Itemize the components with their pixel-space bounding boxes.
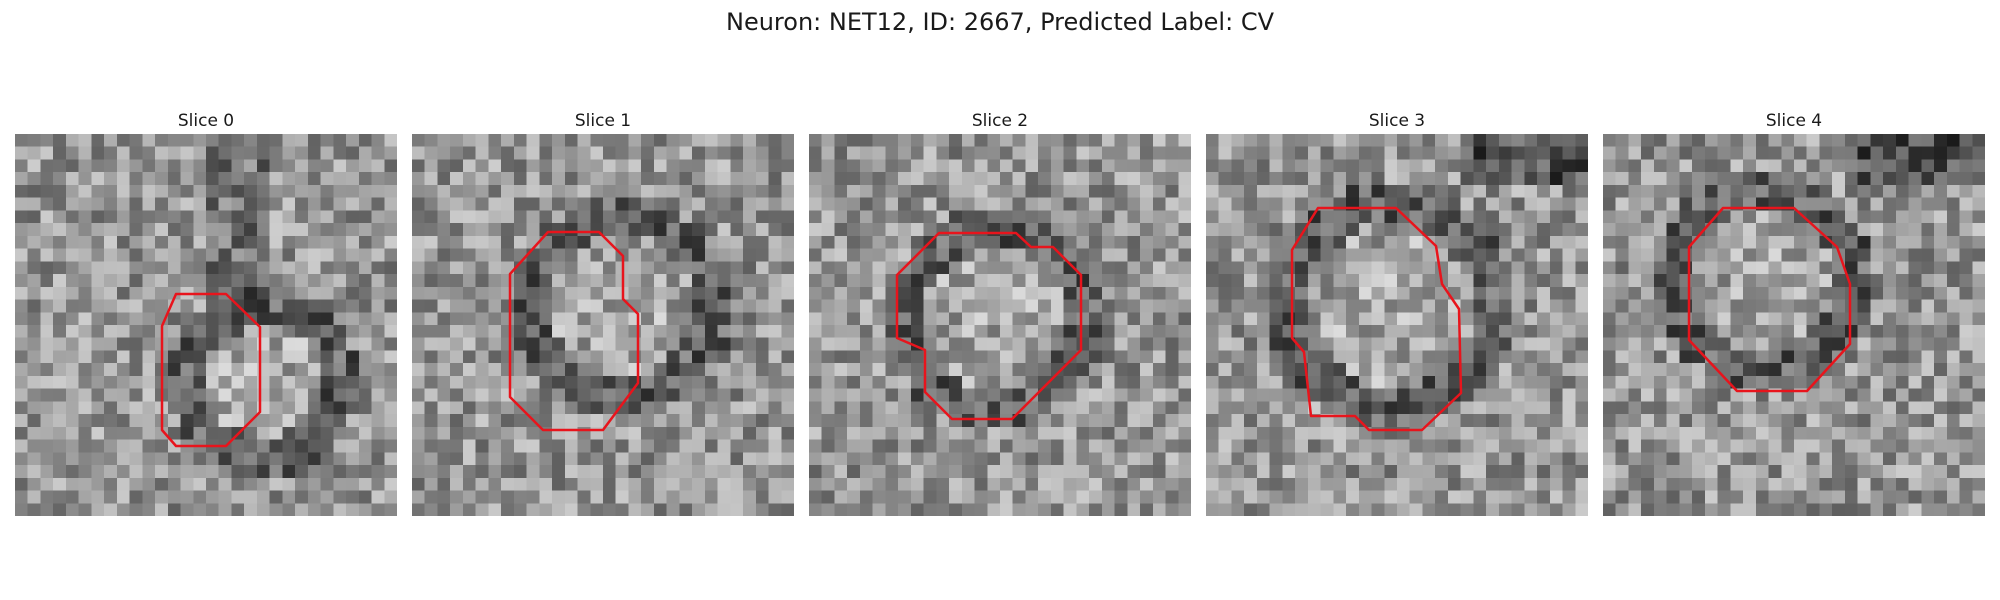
slice-title: Slice 2 — [971, 111, 1029, 131]
slice-title: Slice 3 — [1368, 111, 1426, 131]
slice-image-2 — [809, 134, 1191, 516]
slice-panel-4: Slice 4 — [1603, 108, 1985, 516]
contour-overlay — [895, 231, 1083, 421]
slice-panel-2: Slice 2 — [809, 108, 1191, 516]
contour-overlay — [1687, 206, 1852, 393]
slice-image-1 — [412, 134, 794, 516]
cell-contour — [1687, 206, 1852, 393]
slice-image-0 — [15, 134, 397, 516]
cell-contour — [508, 230, 640, 432]
figure-title: Neuron: NET12, ID: 2667, Predicted Label… — [726, 8, 1274, 36]
slice-title: Slice 4 — [1765, 111, 1823, 131]
cell-contour — [1290, 206, 1463, 432]
grayscale-pixel-image — [15, 134, 397, 516]
slice-title: Slice 0 — [177, 111, 235, 131]
grayscale-pixel-image — [1603, 134, 1985, 516]
cell-contour — [895, 231, 1083, 421]
cell-contour — [160, 292, 262, 448]
slice-panel-1: Slice 1 — [412, 108, 794, 516]
slice-panel-0: Slice 0 — [15, 108, 397, 516]
slice-image-3 — [1206, 134, 1588, 516]
contour-overlay — [1290, 206, 1463, 432]
grayscale-pixel-image — [412, 134, 794, 516]
grayscale-pixel-image — [809, 134, 1191, 516]
slice-panel-3: Slice 3 — [1206, 108, 1588, 516]
slice-image-4 — [1603, 134, 1985, 516]
slice-title: Slice 1 — [574, 111, 632, 131]
contour-overlay — [508, 230, 640, 432]
contour-overlay — [160, 292, 262, 448]
grayscale-pixel-image — [1206, 134, 1588, 516]
